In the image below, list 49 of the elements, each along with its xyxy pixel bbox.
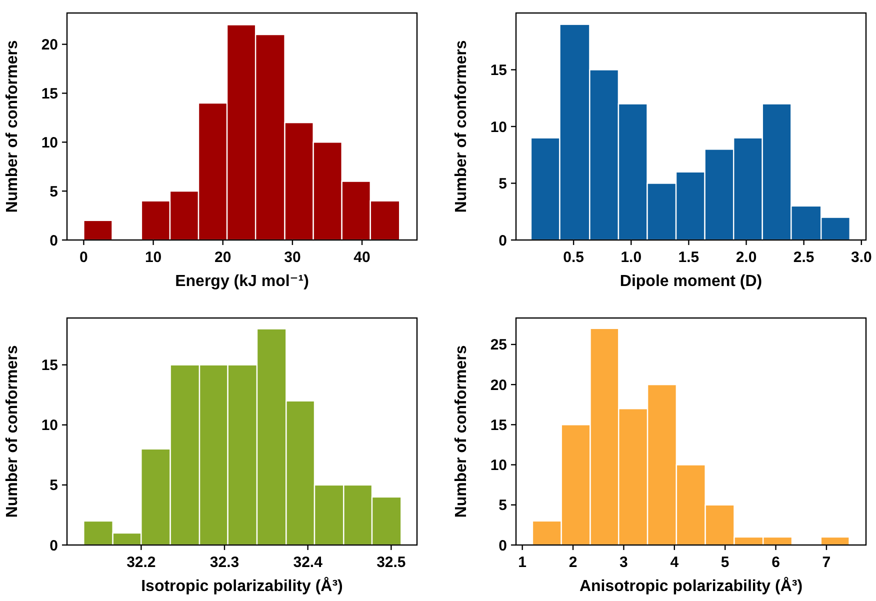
x-tick-label: 32.4 [293,554,324,571]
x-tick-label: 1.5 [678,249,700,266]
y-tick-label: 0 [498,232,507,250]
x-tick-label: 32.3 [210,554,240,571]
y-tick-label: 5 [50,477,58,494]
x-tick-label: 2.5 [793,249,814,266]
y-tick-label: 15 [490,416,507,434]
x-axis-title: Dipole moment (D) [620,273,762,290]
y-tick-label: 5 [498,497,507,514]
x-tick-label: 6 [772,554,780,571]
x-tick-label: 10 [144,249,162,266]
y-tick-label: 10 [41,134,58,152]
x-tick-label: 3.0 [850,249,872,266]
y-tick-label: 20 [490,376,507,394]
x-tick-label: 32.5 [376,554,406,571]
x-tick-label: 32.2 [126,554,156,571]
y-tick-label: 10 [41,417,58,434]
x-tick-label: 5 [720,554,730,571]
y-tick-label: 10 [490,118,507,136]
y-tick-label: 0 [50,232,58,250]
y-axis-title: Number of conformers [4,40,21,213]
y-tick-label: 5 [50,183,58,200]
y-tick-label: 20 [41,36,58,54]
y-tick-label: 15 [41,85,58,102]
y-tick-label: 5 [498,176,507,192]
y-tick-label: 15 [490,62,507,79]
x-tick-label: 4 [670,554,680,571]
y-tick-label: 15 [41,357,58,374]
y-tick-label: 0 [50,537,58,554]
y-tick-label: 25 [490,336,507,354]
y-tick-label: 0 [498,537,507,554]
x-axis-title: Energy (kJ mol⁻¹) [175,273,309,290]
x-tick-label: 3 [620,554,628,571]
x-tick-label: 2.0 [736,249,757,266]
x-tick-label: 30 [284,249,301,266]
x-tick-label: 0.5 [563,249,584,266]
x-tick-label: 1.0 [620,249,642,266]
y-axis-title: Number of conformers [4,345,21,518]
x-tick-label: 2 [568,554,578,571]
x-axis-title: Isotropic polarizability (Å³) [141,576,343,595]
x-tick-label: 1 [518,554,527,571]
x-tick-label: 7 [822,554,831,571]
x-tick-label: 0 [80,249,88,266]
y-tick-label: 10 [490,457,507,474]
x-tick-label: 40 [354,249,370,266]
y-axis-title: Number of conformers [453,40,470,213]
x-tick-label: 20 [214,249,232,266]
y-axis-title: Number of conformers [453,345,470,518]
x-axis-title: Anisotropic polarizability (Å³) [579,576,803,595]
